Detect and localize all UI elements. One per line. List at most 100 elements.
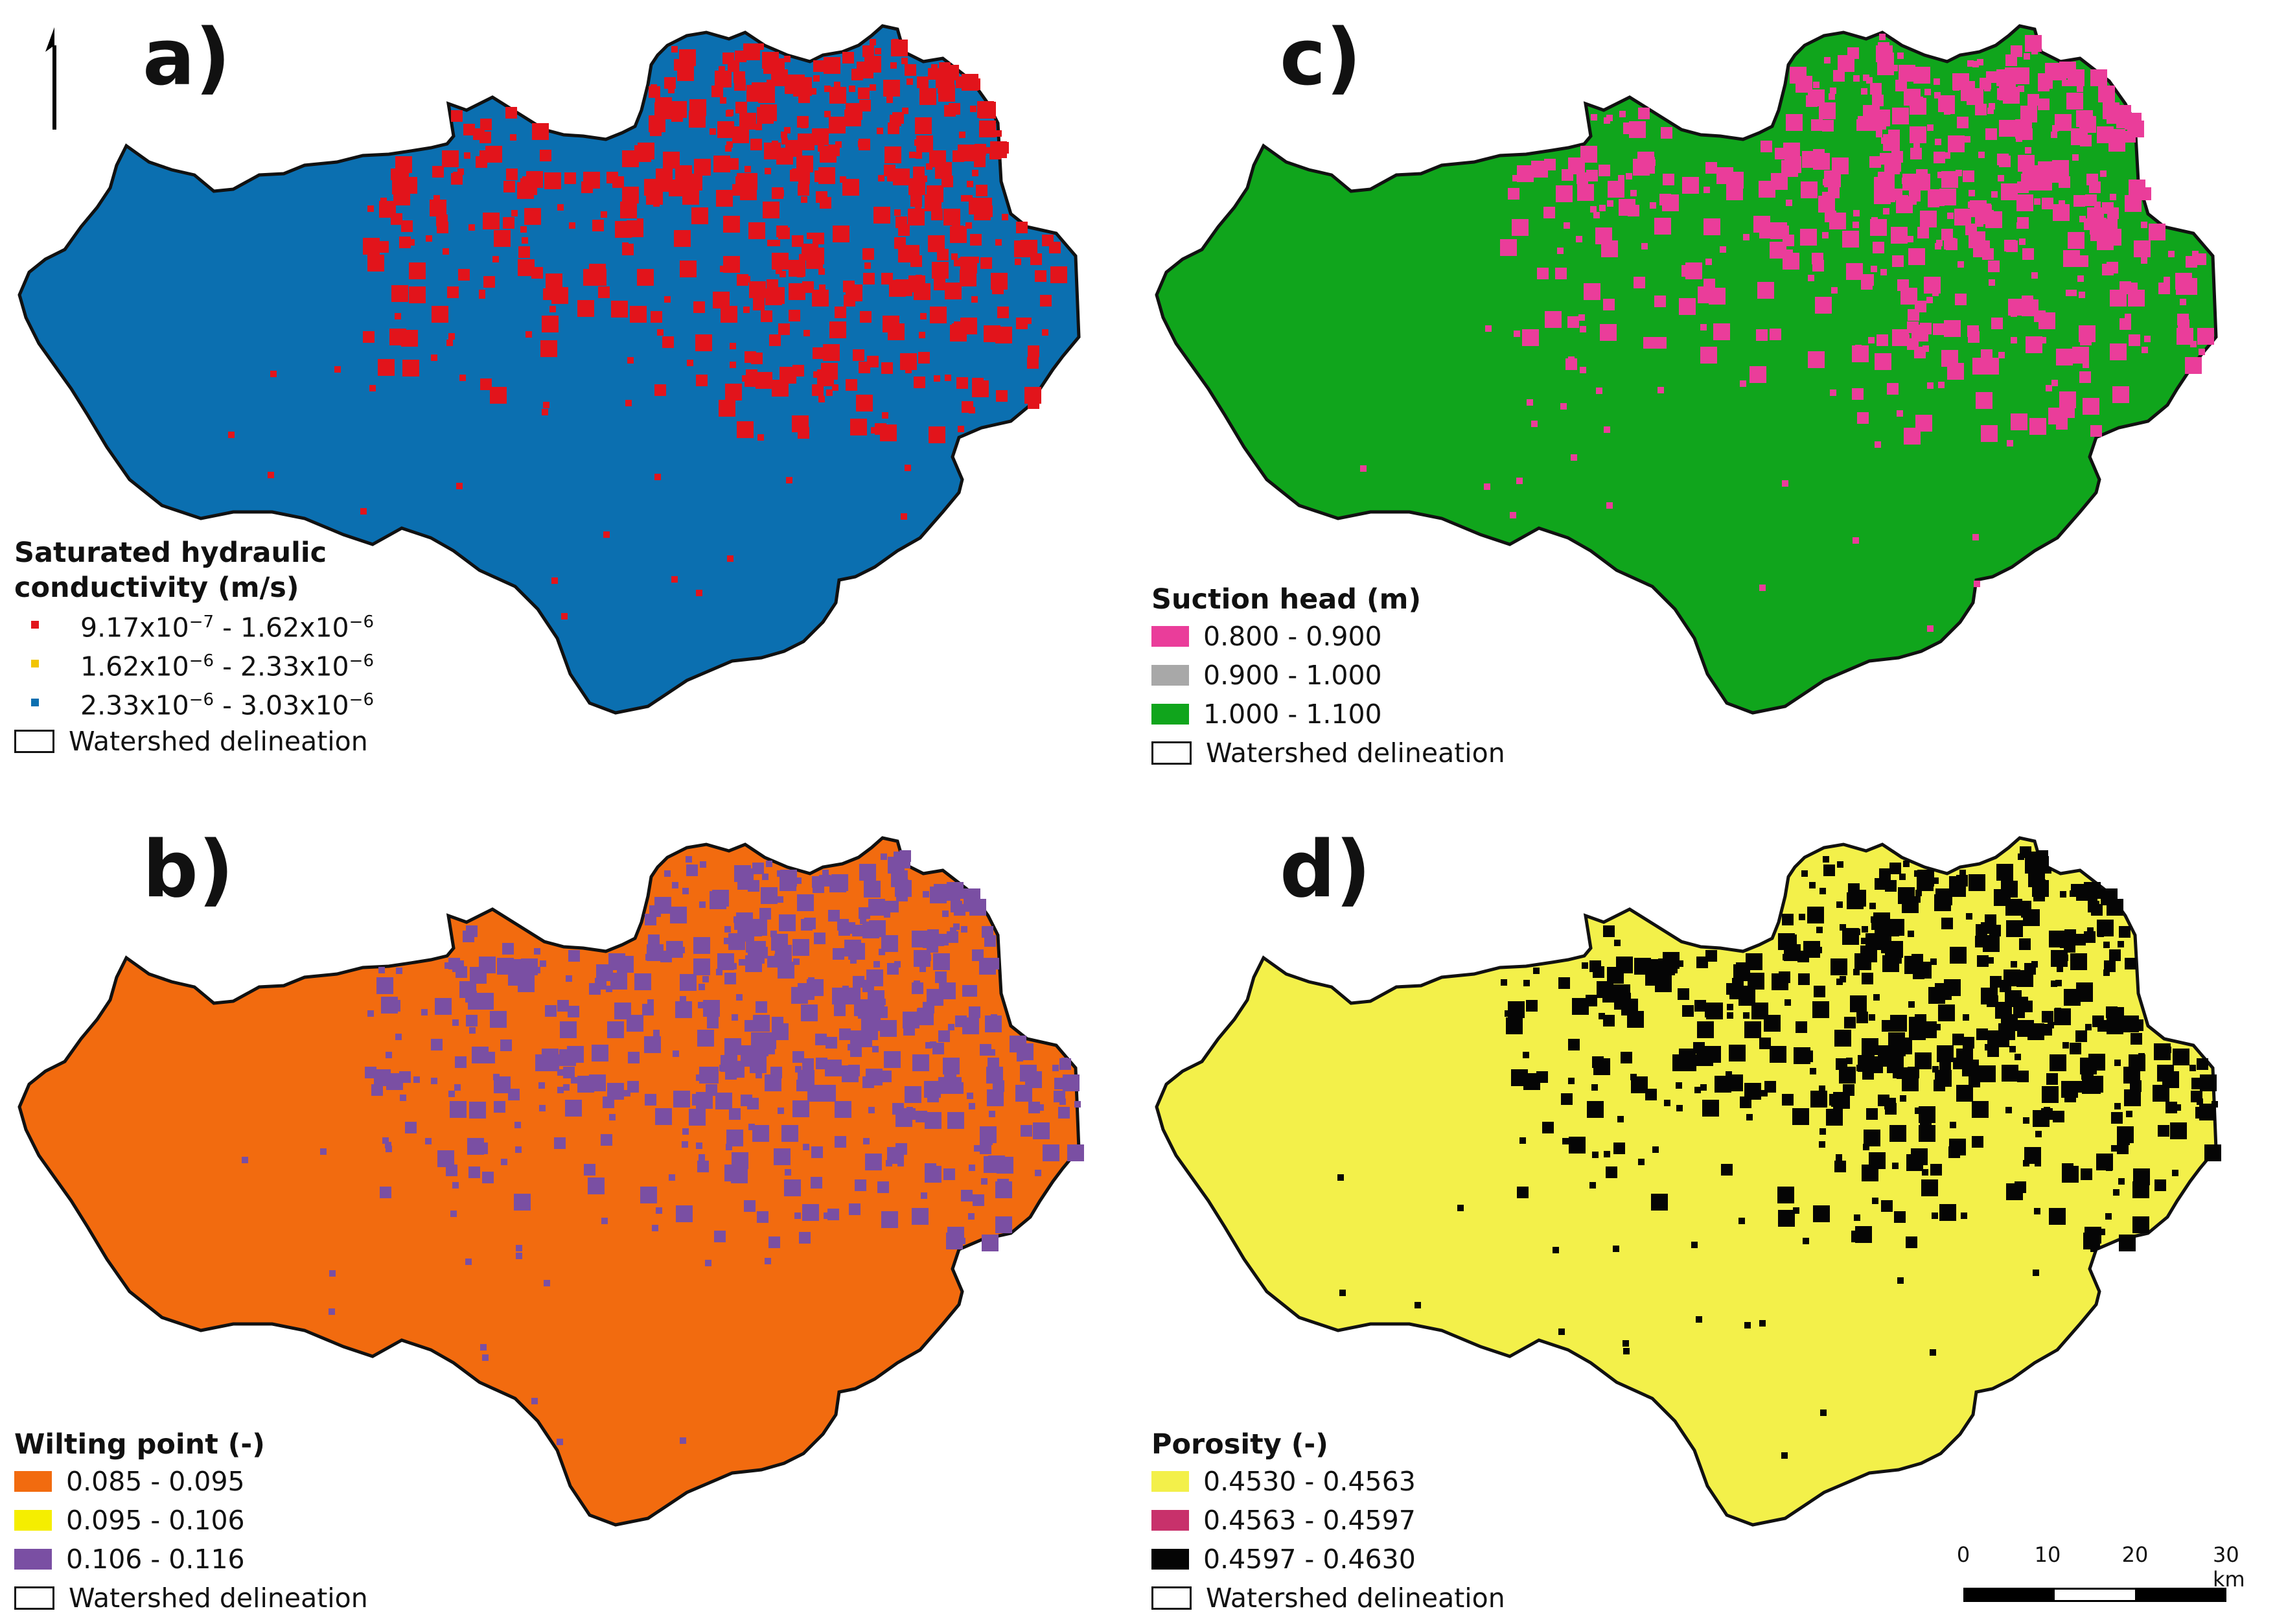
raster-cell — [2089, 1082, 2101, 1094]
legend-label: 0.095 - 0.106 — [66, 1505, 245, 1536]
raster-cell — [873, 961, 880, 968]
raster-cell — [480, 378, 492, 390]
raster-cell — [395, 156, 412, 173]
raster-cell — [1002, 214, 1008, 220]
raster-cell — [516, 1253, 522, 1259]
raster-cell — [1576, 172, 1588, 184]
raster-cell — [2068, 232, 2084, 249]
raster-cell — [951, 253, 958, 260]
raster-cell — [1908, 931, 1914, 937]
raster-cell — [801, 196, 807, 203]
raster-cell — [913, 167, 925, 178]
raster-cell — [947, 931, 958, 943]
raster-cell — [2062, 1163, 2073, 1175]
raster-cell — [2077, 275, 2084, 282]
raster-cell — [1770, 329, 1781, 340]
raster-cell — [833, 226, 849, 242]
raster-cell — [369, 385, 376, 391]
raster-cell — [520, 226, 527, 233]
raster-cell — [1808, 275, 1814, 281]
raster-cell — [689, 99, 706, 116]
raster-cell — [707, 1017, 719, 1028]
raster-cell — [1772, 973, 1788, 990]
raster-cell — [1879, 34, 1886, 40]
raster-cell — [1658, 958, 1675, 975]
raster-cell — [1951, 320, 1957, 327]
raster-cell — [969, 1103, 975, 1109]
raster-cell — [1803, 941, 1820, 958]
raster-cell — [1872, 1198, 1878, 1204]
raster-cell — [1987, 957, 1994, 964]
raster-cell — [1542, 1122, 1554, 1133]
raster-cell — [1654, 218, 1671, 235]
raster-cell — [792, 235, 803, 247]
raster-cell — [1508, 188, 1519, 200]
raster-cell — [1911, 97, 1923, 108]
raster-cell — [1607, 200, 1613, 207]
raster-cell — [2034, 1208, 2040, 1214]
north-arrow-icon — [43, 26, 62, 139]
raster-cell — [1967, 60, 1974, 67]
raster-cell — [1976, 877, 1982, 884]
raster-cell — [797, 894, 814, 911]
raster-cell — [1987, 1045, 1999, 1057]
raster-cell — [898, 224, 910, 236]
raster-cell — [758, 86, 775, 103]
raster-cell — [2050, 1054, 2066, 1071]
raster-cell — [1887, 383, 1899, 395]
raster-cell — [863, 1138, 870, 1144]
raster-cell — [934, 279, 945, 290]
raster-cell — [2022, 997, 2028, 1003]
raster-cell — [1889, 863, 1901, 874]
raster-cell — [772, 141, 778, 147]
raster-cell — [967, 181, 973, 187]
raster-cell — [1784, 999, 1791, 1006]
raster-cell — [933, 953, 950, 970]
raster-cell — [736, 1157, 743, 1163]
raster-cell — [962, 985, 974, 997]
raster-cell — [1025, 318, 1032, 324]
raster-cell — [1694, 1000, 1706, 1012]
raster-cell — [723, 216, 740, 233]
raster-cell — [1837, 861, 1843, 868]
raster-cell — [1862, 973, 1873, 984]
raster-cell — [647, 944, 664, 961]
raster-cell — [2097, 920, 2114, 936]
raster-cell — [716, 190, 733, 207]
raster-cell — [834, 1004, 846, 1016]
raster-cell — [969, 1165, 975, 1171]
raster-cell — [1853, 210, 1860, 216]
raster-cell — [386, 1052, 392, 1058]
raster-cell — [1892, 255, 1904, 267]
raster-cell — [443, 248, 449, 255]
raster-cell — [1963, 170, 1974, 182]
raster-cell — [884, 1051, 901, 1068]
raster-cell — [1702, 1100, 1719, 1117]
raster-cell — [1572, 998, 1589, 1015]
raster-cell — [1592, 1152, 1599, 1158]
raster-cell — [1979, 1065, 1996, 1082]
raster-cell — [935, 971, 947, 983]
raster-cell — [1889, 1039, 1906, 1056]
raster-cell — [2031, 272, 2038, 279]
raster-cell — [1626, 173, 1632, 180]
raster-cell — [1801, 85, 1807, 91]
raster-cell — [1606, 1166, 1617, 1178]
raster-cell — [1339, 1290, 1346, 1296]
raster-cell — [2001, 1014, 2018, 1031]
raster-cell — [1664, 1100, 1670, 1106]
raster-cell — [640, 1187, 657, 1203]
raster-cell — [1035, 1170, 1041, 1176]
raster-cell — [1025, 1071, 1042, 1088]
raster-cell — [812, 128, 829, 145]
raster-cell — [789, 310, 800, 321]
raster-cell — [822, 870, 829, 876]
raster-cell — [726, 1130, 743, 1146]
raster-cell — [981, 1178, 987, 1185]
raster-cell — [1975, 936, 1987, 947]
legend-label: 0.900 - 1.000 — [1203, 660, 1382, 691]
raster-cell — [745, 920, 762, 936]
raster-cell — [1862, 1038, 1878, 1055]
legend-title: Suction head (m) — [1151, 583, 1422, 616]
raster-cell — [2048, 408, 2065, 424]
